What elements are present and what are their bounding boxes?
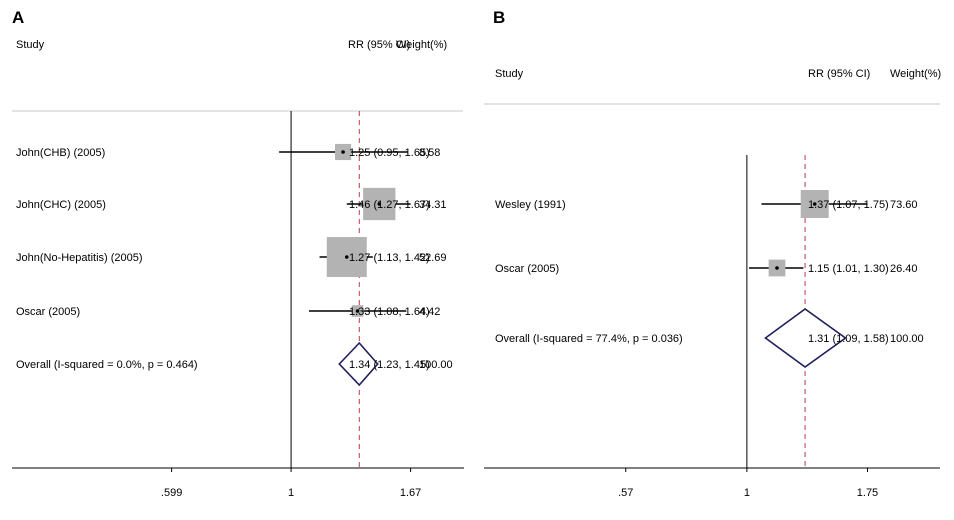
study-point-estimate [344,255,349,259]
x-tick-label: 1 [744,487,750,499]
overall-label: Overall (I-squared = 0.0%, p = 0.464) [16,359,198,371]
panel-label: A [12,8,24,27]
study-weight-text: 34.31 [419,199,447,211]
study-rr-ci-text: 1.33 (1.08, 1.64) [349,306,430,318]
panel-label: B [493,8,505,27]
study-rr-ci-text: 1.25 (0.95, 1.65) [349,147,430,159]
rr-column-header: RR (95% CI) [348,39,410,51]
study-column-header: Study [495,68,524,80]
panel-b: B Study RR (95% CI) Weight(%) .57 1 1.75 Wesley… [484,8,941,499]
overall-label: Overall (I-squared = 77.4%, p = 0.036) [495,333,683,345]
study-point-estimate [775,266,779,270]
overall-rr-ci-text: 1.34 (1.23, 1.45) [349,359,430,371]
rr-column-header: RR (95% CI) [808,68,870,80]
study-point-estimate [355,309,360,313]
study-weight-text: 73.60 [890,199,918,211]
overall-diamond [764,308,847,368]
study-label: Wesley (1991) [495,199,566,211]
study-column-header: Study [16,39,45,51]
study-point-estimate [377,202,382,206]
panel-a: A Study RR (95% CI)Weight(%) .599 1 1.67 John(… [12,8,464,499]
weight-column-header: Weight(%) [890,68,941,80]
x-tick-label: .57 [618,487,633,499]
study-weight-text: 26.40 [890,263,918,275]
weight-column-header: Weight(%) [396,39,447,51]
study-rr-ci-text: 1.27 (1.13, 1.42) [349,252,430,264]
study-label: John(CHC) (2005) [16,199,106,211]
x-tick-label: 1.75 [857,487,878,499]
study-label: John(No-Hepatitis) (2005) [16,252,143,264]
study-point-estimate [341,150,345,154]
overall-weight-text: 100.00 [890,333,924,345]
x-tick-label: 1 [288,487,294,499]
study-point-estimate [812,202,817,206]
overall-diamond [338,341,379,387]
x-tick-label: .599 [161,487,182,499]
study-weight-text: 4.42 [419,306,440,318]
study-label: Oscar (2005) [16,306,80,318]
overall-weight-text: 100.00 [419,359,453,371]
study-weight-text: 8.58 [419,147,440,159]
study-rr-ci-text: 1.37 (1.07, 1.75) [808,199,889,211]
study-label: Oscar (2005) [495,263,559,275]
study-rr-ci-text: 1.15 (1.01, 1.30) [808,263,889,275]
study-label: John(CHB) (2005) [16,147,105,159]
overall-rr-ci-text: 1.31 (1.09, 1.58) [808,333,889,345]
x-tick-label: 1.67 [400,487,421,499]
study-weight-text: 52.69 [419,252,447,264]
study-rr-ci-text: 1.46 (1.27, 1.67) [349,199,430,211]
